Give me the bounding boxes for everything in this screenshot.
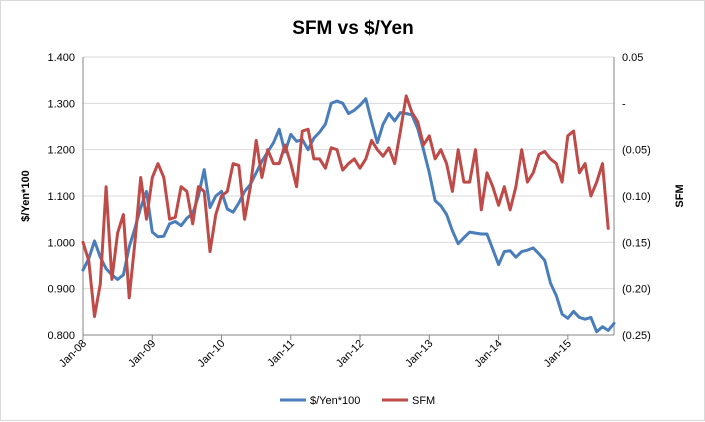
series-lines bbox=[81, 94, 616, 334]
left-y-tick-label: 1.300 bbox=[47, 98, 75, 110]
series-line-sfm bbox=[81, 94, 610, 318]
right-y-tick-labels: 0.05 - (0.05) (0.10) (0.15) (0.20) (0.25) bbox=[622, 52, 651, 342]
left-y-tick-label: 0.800 bbox=[47, 330, 75, 342]
gridlines bbox=[83, 56, 614, 290]
x-tick-label: Jan-10 bbox=[195, 338, 227, 370]
axes bbox=[82, 57, 615, 340]
x-tick-label: Jan-11 bbox=[265, 338, 297, 370]
x-tick-label: Jan-15 bbox=[542, 338, 574, 370]
x-tick-label: Jan-13 bbox=[403, 338, 435, 370]
right-y-tick-label: - bbox=[622, 98, 626, 110]
right-y-tick-label: 0.05 bbox=[622, 52, 643, 64]
x-tick-label: Jan-08 bbox=[57, 338, 89, 370]
legend-label-yen: $/Yen*100 bbox=[310, 395, 360, 407]
left-y-tick-label: 1.400 bbox=[47, 52, 75, 64]
legend: $/Yen*100 SFM bbox=[280, 395, 435, 407]
x-tick-label: Jan-09 bbox=[126, 338, 158, 370]
right-y-tick-label: (0.10) bbox=[622, 191, 651, 203]
left-y-tick-labels: 1.400 1.300 1.200 1.100 1.000 0.900 0.800 bbox=[47, 52, 75, 342]
left-y-tick-label: 0.900 bbox=[47, 284, 75, 296]
legend-label-sfm: SFM bbox=[412, 395, 435, 407]
chart-title: SFM vs $/Yen bbox=[292, 18, 413, 39]
left-y-tick-label: 1.100 bbox=[47, 191, 75, 203]
right-y-tick-label: (0.05) bbox=[622, 145, 651, 157]
left-axis-title: $/Yen*100 bbox=[20, 170, 32, 221]
left-y-tick-label: 1.200 bbox=[47, 145, 75, 157]
right-y-tick-label: (0.25) bbox=[622, 330, 651, 342]
left-y-tick-label: 1.000 bbox=[47, 237, 75, 249]
x-tick-label: Jan-12 bbox=[334, 338, 366, 370]
series-line-yen bbox=[81, 97, 616, 334]
x-tick-labels: Jan-08 Jan-09 Jan-10 Jan-11 Jan-12 Jan-13 Jan-… bbox=[57, 338, 574, 370]
x-tick-label: Jan-14 bbox=[472, 338, 504, 370]
right-axis-title: SFM bbox=[674, 184, 686, 207]
right-y-tick-label: (0.15) bbox=[622, 237, 651, 249]
right-y-tick-label: (0.20) bbox=[622, 284, 651, 296]
